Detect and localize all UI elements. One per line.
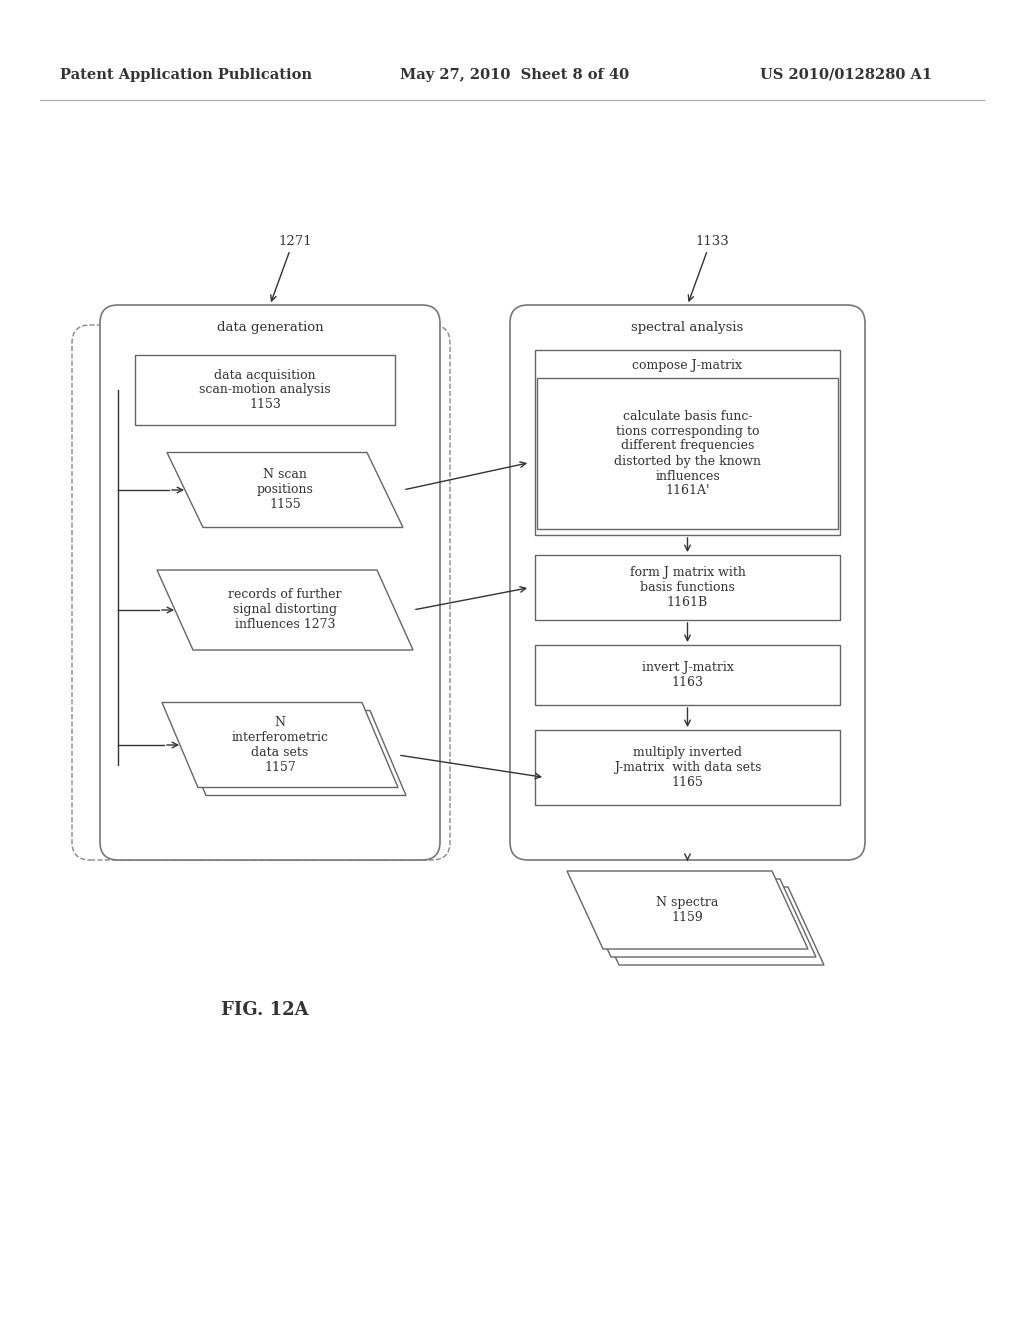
Text: data acquisition
scan-motion analysis
1153: data acquisition scan-motion analysis 11… — [200, 368, 331, 412]
Text: N scan
positions
1155: N scan positions 1155 — [257, 469, 313, 511]
Text: May 27, 2010  Sheet 8 of 40: May 27, 2010 Sheet 8 of 40 — [400, 69, 629, 82]
Text: calculate basis func-
tions corresponding to
different frequencies
distorted by : calculate basis func- tions correspondin… — [614, 409, 761, 498]
Bar — [537, 378, 838, 529]
Text: N
interferometric
data sets
1157: N interferometric data sets 1157 — [231, 715, 329, 774]
Text: FIG. 12A: FIG. 12A — [221, 1001, 309, 1019]
Bar — [535, 350, 840, 535]
Text: 1271: 1271 — [279, 235, 312, 248]
Text: US 2010/0128280 A1: US 2010/0128280 A1 — [760, 69, 932, 82]
Text: invert J-matrix
1163: invert J-matrix 1163 — [642, 661, 733, 689]
Text: multiply inverted
J-matrix  with data sets
1165: multiply inverted J-matrix with data set… — [613, 746, 761, 789]
FancyBboxPatch shape — [510, 305, 865, 861]
Polygon shape — [157, 570, 413, 649]
Polygon shape — [170, 710, 406, 796]
Polygon shape — [167, 453, 403, 528]
Text: spectral analysis: spectral analysis — [632, 321, 743, 334]
Polygon shape — [583, 887, 824, 965]
Polygon shape — [575, 879, 816, 957]
FancyBboxPatch shape — [72, 325, 450, 861]
FancyBboxPatch shape — [100, 305, 440, 861]
Text: data generation: data generation — [217, 321, 324, 334]
Polygon shape — [162, 702, 398, 788]
Polygon shape — [567, 871, 808, 949]
Polygon shape — [178, 718, 414, 804]
Bar — [535, 730, 840, 805]
Text: form J matrix with
basis functions
1161B: form J matrix with basis functions 1161B — [630, 566, 745, 609]
Bar — [535, 645, 840, 705]
Text: records of further
signal distorting
influences 1273: records of further signal distorting inf… — [228, 589, 342, 631]
Text: Patent Application Publication: Patent Application Publication — [60, 69, 312, 82]
Text: 1133: 1133 — [695, 235, 729, 248]
Bar — [535, 554, 840, 620]
Text: N spectra
1159: N spectra 1159 — [656, 896, 719, 924]
Bar — [135, 355, 395, 425]
Text: compose J-matrix: compose J-matrix — [633, 359, 742, 372]
